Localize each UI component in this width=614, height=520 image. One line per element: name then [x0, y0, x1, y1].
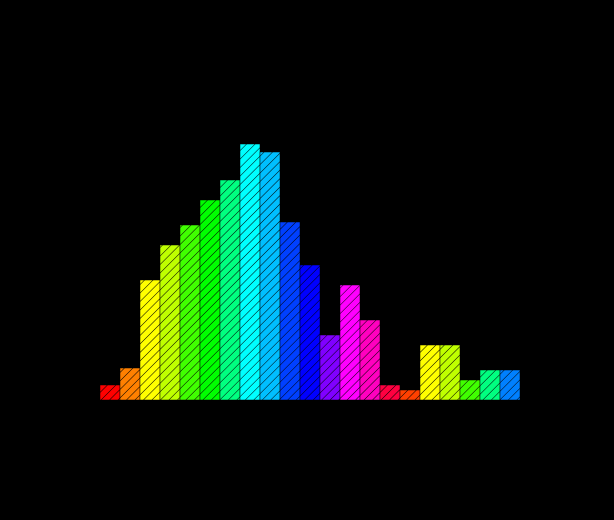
- bar-hatch: [200, 200, 220, 400]
- bar-hatch: [300, 265, 320, 400]
- bar: [120, 368, 140, 400]
- bar-hatch: [180, 225, 200, 400]
- bar: [340, 285, 360, 400]
- bar-hatch: [360, 320, 380, 400]
- bar-hatch: [140, 280, 160, 400]
- bar-hatch: [380, 385, 400, 400]
- bar: [160, 245, 180, 400]
- bar: [420, 345, 440, 400]
- bar-hatch: [260, 152, 280, 400]
- bar-hatch: [120, 368, 140, 400]
- bar: [100, 385, 120, 400]
- bar: [140, 280, 160, 400]
- bar-hatch: [460, 380, 480, 400]
- bar-hatch: [100, 385, 120, 400]
- bar: [320, 335, 340, 400]
- bar: [400, 390, 420, 400]
- bar: [280, 222, 300, 400]
- bar: [440, 345, 460, 400]
- bar-hatch: [220, 180, 240, 400]
- bar-hatch: [160, 245, 180, 400]
- bar: [260, 152, 280, 400]
- chart-stage: [0, 0, 614, 520]
- bar-hatch: [340, 285, 360, 400]
- bar-hatch: [480, 370, 500, 400]
- bar-hatch: [420, 345, 440, 400]
- bar-hatch: [500, 370, 520, 400]
- chart-background: [0, 0, 614, 520]
- bar-hatch: [400, 390, 420, 400]
- bar: [200, 200, 220, 400]
- bar: [380, 385, 400, 400]
- bar-hatch: [280, 222, 300, 400]
- bar: [180, 225, 200, 400]
- bar: [240, 144, 260, 400]
- bar: [460, 380, 480, 400]
- bar: [220, 180, 240, 400]
- bar: [300, 265, 320, 400]
- bar: [480, 370, 500, 400]
- bar: [360, 320, 380, 400]
- histogram-chart: [0, 0, 614, 520]
- bar-hatch: [240, 144, 260, 400]
- bar-hatch: [440, 345, 460, 400]
- bar: [500, 370, 520, 400]
- bar-hatch: [320, 335, 340, 400]
